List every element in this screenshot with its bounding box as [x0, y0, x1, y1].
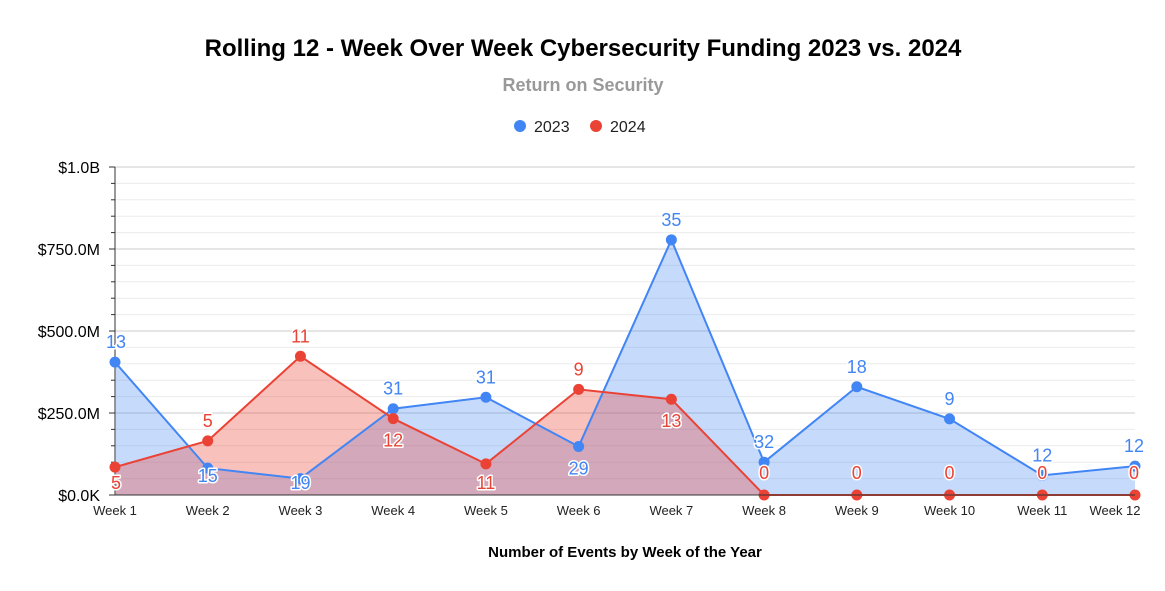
- point-2023-week-5[interactable]: [480, 391, 492, 403]
- data-label-2023: 31: [383, 379, 403, 399]
- point-2023-week-6[interactable]: [573, 440, 585, 452]
- data-label-2023: 29: [569, 458, 589, 478]
- point-2023-week-12[interactable]: [1129, 460, 1141, 472]
- y-axis: $0.0K $250.0M $500.0M $750.0M $1.0B: [38, 160, 116, 505]
- data-label-2023: 13: [106, 332, 126, 352]
- point-2023-week-10[interactable]: [944, 413, 956, 425]
- data-label-2024: 9: [574, 359, 584, 379]
- line-2023: [114, 237, 1136, 480]
- data-label-2024: 11: [477, 473, 496, 493]
- x-tick-label: Week 7: [649, 503, 693, 518]
- x-tick-label: Week 11: [1017, 503, 1067, 518]
- point-2023-week-9[interactable]: [851, 381, 863, 393]
- point-2024-week-1[interactable]: [109, 461, 121, 473]
- x-tick-label: Week 8: [742, 503, 786, 518]
- legend-swatch-2024: [590, 120, 602, 132]
- point-2023-week-3[interactable]: [294, 473, 306, 485]
- data-label-2024: 0: [1129, 463, 1139, 483]
- x-tick-label: Week 1: [93, 503, 137, 518]
- x-tick-label: Week 2: [186, 503, 230, 518]
- x-tick-label: Week 9: [835, 503, 879, 518]
- data-labels: 13 15 19 31 31 29 35 32 18 9 12 12 5 5 11 12 11 9 13 0 0 0 0 0: [104, 208, 1145, 494]
- point-2023-week-1[interactable]: [109, 356, 121, 368]
- point-2024-week-7[interactable]: [665, 393, 677, 405]
- data-label-2024: 12: [383, 431, 403, 451]
- y-tick-label: $0.0K: [58, 488, 100, 505]
- y-tick-label: $750.0M: [38, 242, 100, 259]
- x-axis-title: Number of Events by Week of the Year: [488, 544, 762, 561]
- data-label-2024: 13: [661, 411, 681, 431]
- chart-title: Rolling 12 - Week Over Week Cybersecurit…: [205, 35, 962, 62]
- point-2023-week-7[interactable]: [665, 234, 677, 246]
- data-label-2023: 15: [198, 466, 218, 486]
- data-label-2024: 5: [111, 473, 121, 493]
- legend: 2023 2024: [514, 119, 646, 136]
- data-label-2023: 19: [290, 473, 310, 493]
- point-2024-week-2[interactable]: [202, 435, 214, 447]
- point-2024-week-3[interactable]: [294, 350, 306, 362]
- data-label-2024: 5: [203, 411, 213, 431]
- point-2023-week-11[interactable]: [1036, 469, 1048, 481]
- data-label-2023: 12: [1124, 436, 1144, 456]
- area-2024: [115, 356, 1135, 495]
- legend-label-2024: 2024: [610, 119, 646, 136]
- x-tick-label: Week 4: [371, 503, 415, 518]
- data-label-2023: 9: [945, 389, 955, 409]
- data-label-2024: 0: [852, 463, 862, 483]
- x-tick-label: Week 3: [279, 503, 323, 518]
- data-label-2023: 31: [476, 367, 496, 387]
- series-areas: [115, 239, 1135, 495]
- legend-swatch-2023: [514, 120, 526, 132]
- data-label-2023: 18: [847, 357, 867, 377]
- x-tick-label: Week 5: [464, 503, 508, 518]
- point-2023-week-4[interactable]: [387, 403, 399, 415]
- x-tick-label: Week 12: [1089, 503, 1140, 518]
- x-tick-label: Week 10: [924, 503, 975, 518]
- area-2023: [115, 239, 1135, 495]
- point-2024-week-5[interactable]: [480, 458, 492, 470]
- data-label-2024: 0: [1037, 463, 1047, 483]
- data-label-2023: 12: [1032, 445, 1052, 465]
- legend-label-2023: 2023: [534, 119, 570, 136]
- chart-subtitle: Return on Security: [502, 75, 663, 95]
- data-label-2023: 32: [754, 432, 774, 452]
- data-label-2023: 35: [661, 210, 681, 230]
- data-label-2024: 11: [291, 326, 310, 346]
- point-2023-week-2[interactable]: [202, 462, 214, 474]
- point-2023-week-8[interactable]: [758, 456, 770, 468]
- x-axis: Week 1 Week 2 Week 3 Week 4 Week 5 Week 6 Week…: [93, 494, 1141, 518]
- x-tick-label: Week 6: [557, 503, 601, 518]
- data-label-2024: 0: [759, 463, 769, 483]
- point-2024-week-6[interactable]: [573, 383, 585, 395]
- y-tick-label: $250.0M: [38, 406, 100, 423]
- point-2024-week-4[interactable]: [387, 413, 399, 425]
- gridlines: [115, 166, 1135, 480]
- y-tick-label: $1.0B: [58, 160, 100, 177]
- y-tick-label: $500.0M: [38, 324, 100, 341]
- data-label-2024: 0: [945, 463, 955, 483]
